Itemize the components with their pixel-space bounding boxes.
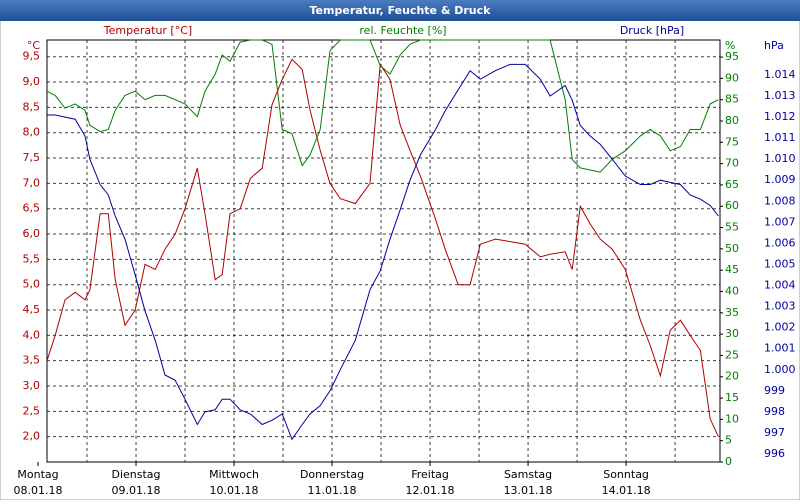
y2-tick-label: 0: [725, 455, 732, 468]
y-tick-label: 3,0: [23, 379, 41, 392]
y-tick-label: 6,0: [23, 227, 41, 240]
y-tick-label: 8,0: [23, 126, 41, 139]
y-tick-label: 6,5: [23, 202, 41, 215]
y2-tick-label: 90: [725, 71, 739, 84]
y3-tick-label: 1.010: [764, 152, 796, 165]
plot-area: [46, 39, 721, 463]
chart-title: Temperatur, Feuchte & Druck: [310, 4, 492, 17]
y-tick-label: 9,5: [23, 50, 41, 63]
x-tick-date: 08.01.18: [14, 484, 63, 497]
y3-tick-label: 1.012: [764, 110, 796, 123]
y-tick-label: 2,5: [23, 404, 41, 417]
y2-tick-label: 40: [725, 284, 739, 297]
x-tick-date: 09.01.18: [112, 484, 161, 497]
y3-tick-label: 997: [764, 426, 785, 439]
y3-tick-label: 1.014: [764, 68, 796, 81]
axis-title: Temperatur [°C]: [103, 24, 192, 37]
y-tick-label: 9,0: [23, 75, 41, 88]
y3-tick-label: 1.002: [764, 321, 796, 334]
y3-unit: hPa: [764, 39, 784, 52]
x-tick-label: Mittwoch: [209, 468, 259, 481]
axis-title: rel. Feuchte [%]: [359, 24, 446, 37]
series-line: [46, 58, 719, 437]
x-tick-label: Donnerstag: [300, 468, 364, 481]
y-tick-label: 8,5: [23, 100, 41, 113]
title-bar: [0, 0, 800, 21]
y-tick-label: 7,5: [23, 151, 41, 164]
y-tick-label: 4,0: [23, 328, 41, 341]
y-tick-label: 4,5: [23, 303, 41, 316]
y-tick-label: 2,0: [23, 430, 41, 443]
y3-tick-label: 1.008: [764, 194, 796, 207]
y2-tick-label: 80: [725, 114, 739, 127]
x-tick-date: 14.01.18: [602, 484, 651, 497]
y2-tick-label: 25: [725, 348, 739, 361]
y2-tick-label: 65: [725, 178, 739, 191]
x-tick-date: 12.01.18: [406, 484, 455, 497]
x-tick-label: Dienstag: [112, 468, 161, 481]
y2-tick-label: 30: [725, 327, 739, 340]
x-tick-label: Sonntag: [603, 468, 649, 481]
y-tick-label: 5,5: [23, 252, 41, 265]
x-tick-date: 10.01.18: [210, 484, 259, 497]
y3-tick-label: 1.006: [764, 236, 796, 249]
y3-tick-label: 1.009: [764, 173, 796, 186]
x-tick-label: Samstag: [504, 468, 552, 481]
y3-tick-label: 1.000: [764, 363, 796, 376]
x-tick-label: Freitag: [411, 468, 449, 481]
y2-tick-label: 95: [725, 50, 739, 63]
y2-tick-label: 55: [725, 221, 739, 234]
axis-title: Druck [hPa]: [620, 24, 684, 37]
x-tick-date: 13.01.18: [504, 484, 553, 497]
y2-unit: %: [725, 39, 735, 52]
y3-tick-label: 1.007: [764, 215, 796, 228]
x-tick-date: 11.01.18: [308, 484, 357, 497]
y2-tick-label: 15: [725, 391, 739, 404]
y3-tick-label: 1.004: [764, 279, 796, 292]
series-line: [46, 39, 719, 173]
y3-tick-label: 1.005: [764, 257, 796, 270]
y-tick-label: 5,0: [23, 278, 41, 291]
x-tick-label: Montag: [17, 468, 58, 481]
y2-tick-label: 35: [725, 306, 739, 319]
y2-tick-label: 20: [725, 370, 739, 383]
y3-tick-label: 1.011: [764, 131, 796, 144]
y3-tick-label: 1.001: [764, 342, 796, 355]
y3-tick-label: 1.003: [764, 300, 796, 313]
y2-tick-label: 60: [725, 199, 739, 212]
y2-tick-label: 5: [725, 434, 732, 447]
y3-tick-label: 999: [764, 384, 785, 397]
y2-tick-label: 75: [725, 135, 739, 148]
y3-tick-label: 996: [764, 447, 785, 460]
y2-tick-label: 10: [725, 412, 739, 425]
y2-tick-label: 45: [725, 263, 739, 276]
y-tick-label: 3,5: [23, 354, 41, 367]
y2-tick-label: 70: [725, 157, 739, 170]
series-line: [47, 63, 719, 441]
y2-tick-label: 85: [725, 93, 739, 106]
y-tick-label: 7,0: [23, 176, 41, 189]
y3-tick-label: 998: [764, 405, 785, 418]
y2-tick-label: 50: [725, 242, 739, 255]
y-unit: °C: [27, 39, 41, 52]
y3-tick-label: 1.013: [764, 89, 796, 102]
